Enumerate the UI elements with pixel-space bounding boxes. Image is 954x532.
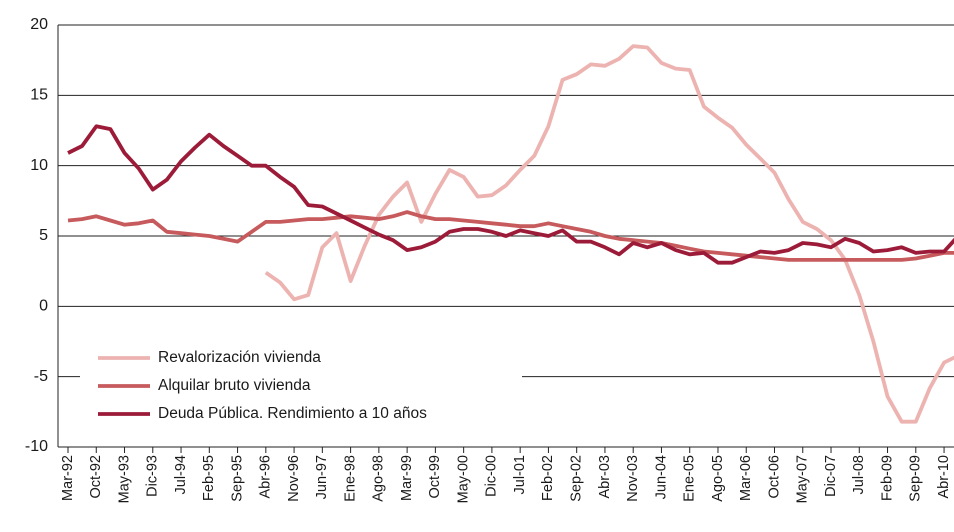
x-tick-label: Ene-98 xyxy=(342,455,358,502)
x-tick-label: Feb-09 xyxy=(879,455,895,501)
x-tick-label: Dic-93 xyxy=(145,455,161,497)
y-tick-label: -5 xyxy=(34,368,48,385)
x-tick-label: Nov-03 xyxy=(625,455,641,502)
x-tick-label: Abr-10 xyxy=(936,455,952,499)
x-tick-label: Ene-05 xyxy=(682,455,698,502)
x-tick-label: May-93 xyxy=(116,455,132,503)
x-tick-label: Dic-00 xyxy=(484,455,500,497)
series-line xyxy=(264,44,954,424)
legend-box xyxy=(80,340,522,434)
series-line xyxy=(67,210,954,262)
x-tick-label: Feb-02 xyxy=(540,455,556,501)
y-tick-label: 0 xyxy=(39,298,48,315)
x-tick-label: Jul-94 xyxy=(173,455,189,495)
x-tick-label: Nov-96 xyxy=(286,455,302,502)
x-tick-label: Jul-01 xyxy=(512,455,528,495)
legend-label: Revalorización vivienda xyxy=(158,349,321,366)
legend-label: Alquilar bruto vivienda xyxy=(158,377,311,394)
y-tick-label: 5 xyxy=(39,227,48,244)
x-tick-label: Sep-09 xyxy=(908,455,924,502)
series-line xyxy=(67,124,954,265)
x-tick-label: Oct-06 xyxy=(766,455,782,499)
y-tick-label: 15 xyxy=(30,87,48,104)
y-tick-label: 10 xyxy=(30,157,48,174)
x-tick-label: Mar-92 xyxy=(60,455,76,501)
x-tick-label: Jun-04 xyxy=(653,455,669,499)
x-tick-label: Mar-06 xyxy=(738,455,754,501)
y-tick-label: 20 xyxy=(30,16,48,33)
x-tick-label: Dic-07 xyxy=(823,455,839,497)
x-tick-label: Ago-05 xyxy=(710,455,726,502)
x-tick-label: Jul-08 xyxy=(851,455,867,495)
x-tick-label: May-00 xyxy=(455,455,471,503)
x-tick-label: Oct-99 xyxy=(427,455,443,499)
x-tick-label: Sep-02 xyxy=(569,455,585,502)
x-tick-label: Ago-98 xyxy=(371,455,387,502)
x-tick-label: Oct-92 xyxy=(88,455,104,499)
x-tick-label: Feb-95 xyxy=(201,455,217,501)
x-tick-label: May-07 xyxy=(795,455,811,503)
x-tick-label: Mar-99 xyxy=(399,455,415,501)
x-tick-label: Jun-97 xyxy=(314,455,330,499)
x-tick-label: Abr-03 xyxy=(597,455,613,499)
x-tick-label: Abr-96 xyxy=(258,455,274,499)
x-tick-label: Sep-95 xyxy=(229,455,245,502)
legend-label: Deuda Pública. Rendimiento a 10 años xyxy=(158,405,427,422)
y-tick-label: -10 xyxy=(25,438,48,455)
